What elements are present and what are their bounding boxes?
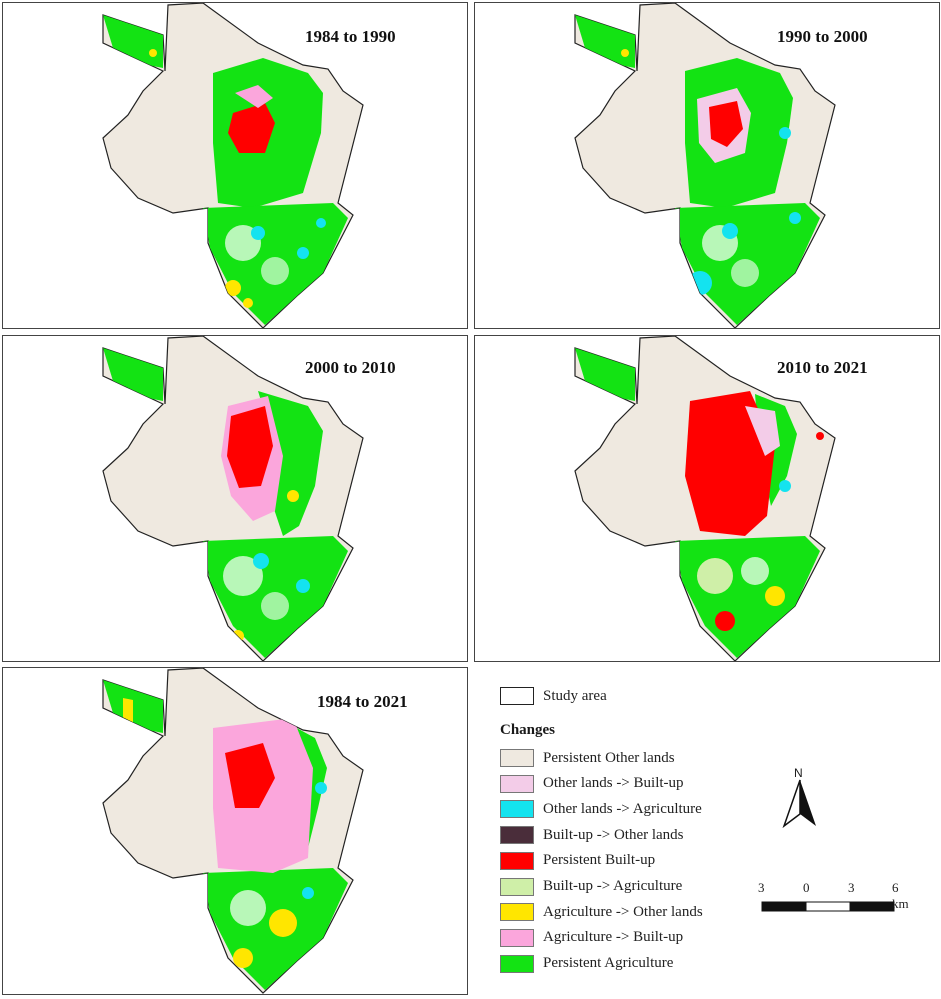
- legend-label: Built-up -> Other lands: [543, 826, 684, 843]
- scale-tick: 3: [758, 880, 765, 895]
- legend-item: Agriculture -> Built-up: [500, 928, 683, 948]
- map-2010-2021: [475, 336, 939, 661]
- legend-label: Built-up -> Agriculture: [543, 878, 683, 894]
- legend-study-area: Study area: [500, 686, 607, 706]
- legend-item: Other lands -> Agriculture: [500, 799, 702, 819]
- legend-item: Agriculture -> Other lands: [500, 902, 703, 922]
- legend-swatch: [500, 851, 534, 870]
- study-area-swatch: [500, 687, 534, 705]
- map-2000-2010: [3, 336, 467, 661]
- legend-label: Other lands -> Agriculture: [543, 800, 702, 817]
- legend-swatch: [500, 749, 534, 767]
- legend-swatch: [500, 800, 534, 819]
- scale-tick: 3: [848, 880, 855, 895]
- map-1984-1990: [3, 3, 467, 328]
- scale-bar: 3 0 3 6 km: [748, 880, 918, 920]
- map-1990-2000: [475, 3, 939, 328]
- panel-title: 2000 to 2010: [305, 358, 396, 377]
- map-panel-1990-2000: 1990 to 2000: [474, 2, 940, 329]
- legend-label: Other lands -> Built-up: [543, 775, 684, 792]
- legend-item: Other lands -> Built-up: [500, 774, 684, 794]
- legend-swatch: [500, 826, 534, 845]
- map-legend: Study area Changes Persistent Other land…: [500, 686, 940, 986]
- legend-swatch: [500, 774, 534, 793]
- north-label: N: [794, 766, 803, 780]
- map-panel-2010-2021: 2010 to 2021: [474, 335, 940, 662]
- legend-label: Persistent Other lands: [543, 749, 675, 766]
- scale-tick: 0: [803, 880, 810, 895]
- scale-tick: 6 km: [892, 880, 909, 911]
- legend-swatch: [500, 877, 534, 896]
- panel-title: 1984 to 1990: [305, 27, 396, 46]
- legend-swatch: [500, 928, 534, 947]
- legend-label: Persistent Agriculture: [543, 955, 674, 972]
- legend-item: Persistent Agriculture: [500, 954, 673, 974]
- legend-item: Persistent Other lands: [500, 748, 675, 768]
- panel-title: 2010 to 2021: [777, 358, 868, 377]
- legend-item: Persistent Built-up: [500, 851, 655, 871]
- legend-swatch: [500, 954, 534, 973]
- legend-item: Built-up -> Other lands: [500, 825, 684, 845]
- legend-swatch: [500, 903, 534, 922]
- north-arrow-icon: [782, 779, 816, 829]
- panel-title: 1990 to 2000: [777, 27, 868, 46]
- map-1984-2021: [3, 668, 467, 994]
- legend-item: Built-up -> Agriculture: [500, 877, 682, 897]
- north-arrow: N: [780, 766, 820, 829]
- legend-heading: Changes: [500, 722, 556, 738]
- map-panel-1984-1990: 1984 to 1990: [2, 2, 468, 329]
- map-panel-2000-2010: 2000 to 2010: [2, 335, 468, 662]
- scale-bar-graphic: [761, 901, 895, 912]
- legend-label: Agriculture -> Built-up: [543, 929, 684, 946]
- legend-label: Persistent Built-up: [543, 852, 656, 869]
- study-area-label: Study area: [543, 687, 607, 704]
- map-panel-1984-2021: 1984 to 2021: [2, 667, 468, 995]
- panel-title: 1984 to 2021: [317, 692, 408, 711]
- legend-label: Agriculture -> Other lands: [543, 903, 703, 920]
